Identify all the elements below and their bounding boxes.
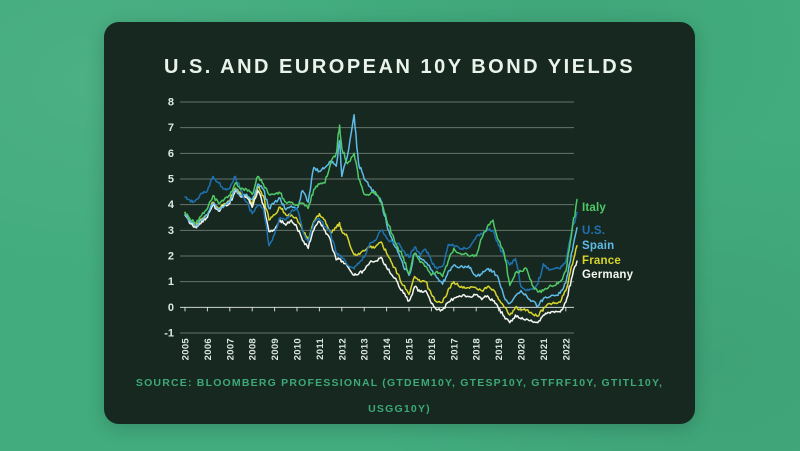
x-tick-label-2016: 2016 (427, 338, 438, 360)
x-tick-label-2009: 2009 (270, 338, 281, 360)
x-tick-label-2015: 2015 (405, 338, 416, 361)
x-tick-label-2007: 2007 (225, 338, 236, 360)
source-attribution: SOURCE: BLOOMBERG PROFESSIONAL (GTDEM10Y… (104, 370, 695, 422)
series-line-spain (184, 114, 578, 308)
series-line-france (184, 185, 578, 318)
x-tick-label-2012: 2012 (337, 338, 348, 360)
y-tick-label-5: 5 (168, 174, 174, 186)
legend-label-spain: Spain (582, 240, 614, 252)
x-tick-label-2017: 2017 (449, 338, 460, 360)
y-tick-label-7: 7 (168, 122, 174, 134)
chart-card: U.S. AND EUROPEAN 10Y BOND YIELDS 8 7 6 5 4 3… (104, 22, 695, 424)
x-tick-label-2006: 2006 (203, 338, 214, 360)
bond-yields-line-chart: 8 7 6 5 4 3 2 1 0 -1 2005 2006 2007 2008 2009 2010 2011 2… (164, 97, 634, 361)
series-line-us (184, 175, 578, 292)
y-tick-label-6: 6 (168, 148, 174, 160)
source-line-2: USGG10Y) (368, 403, 431, 415)
legend-label-germany: Germany (582, 269, 634, 281)
y-tick-label-1: 1 (168, 276, 174, 288)
series-line-italy (184, 124, 578, 294)
x-tick-label-2021: 2021 (539, 338, 550, 361)
legend-label-us: U.S. (582, 225, 605, 237)
y-tick-label-3: 3 (168, 225, 174, 237)
y-tick-label-2: 2 (168, 251, 174, 263)
x-tick-label-2010: 2010 (293, 338, 304, 360)
y-tick-label--1: -1 (164, 328, 174, 340)
x-tick-label-2019: 2019 (494, 338, 505, 360)
x-tick-label-2022: 2022 (561, 338, 572, 360)
y-tick-label-4: 4 (168, 199, 175, 211)
x-tick-label-2013: 2013 (360, 338, 371, 360)
source-line-1: SOURCE: BLOOMBERG PROFESSIONAL (GTDEM10Y… (135, 377, 664, 389)
legend-label-france: France (582, 255, 621, 267)
x-tick-label-2008: 2008 (248, 338, 259, 360)
x-tick-label-2011: 2011 (315, 338, 326, 360)
x-tick-label-2020: 2020 (517, 338, 528, 360)
x-tick-label-2014: 2014 (382, 338, 393, 361)
y-tick-label-8: 8 (168, 97, 174, 109)
x-tick-label-2005: 2005 (181, 338, 192, 361)
y-tick-label-0: 0 (168, 302, 174, 314)
series-line-germany (184, 189, 578, 324)
legend-label-italy: Italy (582, 202, 606, 214)
x-tick-label-2018: 2018 (472, 338, 483, 360)
chart-title: U.S. AND EUROPEAN 10Y BOND YIELDS (163, 56, 636, 78)
